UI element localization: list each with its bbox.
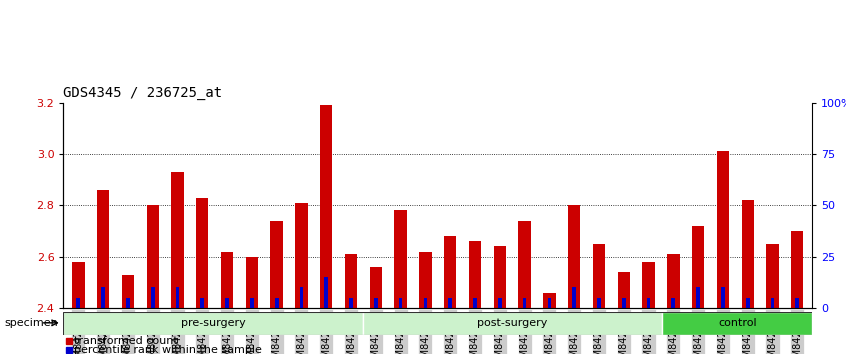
- Bar: [151, 287, 155, 308]
- Text: specimen: specimen: [4, 318, 58, 328]
- Bar: [646, 298, 651, 308]
- Bar: [146, 205, 159, 308]
- Bar: [225, 298, 229, 308]
- Bar: [568, 205, 580, 308]
- Bar: [741, 200, 754, 308]
- Bar: [766, 244, 778, 308]
- Bar: [299, 287, 304, 308]
- Bar: [593, 244, 605, 308]
- Text: control: control: [718, 318, 756, 328]
- Bar: [543, 293, 556, 308]
- Text: percentile rank within the sample: percentile rank within the sample: [74, 345, 262, 354]
- Bar: [448, 298, 452, 308]
- Bar: [717, 152, 729, 308]
- Bar: [245, 257, 258, 308]
- Bar: [76, 298, 80, 308]
- Bar: [65, 338, 72, 344]
- Bar: [771, 298, 774, 308]
- Bar: [394, 211, 407, 308]
- Text: post-surgery: post-surgery: [477, 318, 548, 328]
- Bar: [345, 254, 357, 308]
- Bar: [523, 298, 526, 308]
- Bar: [795, 298, 799, 308]
- Bar: [65, 347, 72, 353]
- Bar: [275, 298, 278, 308]
- Bar: [398, 298, 403, 308]
- Text: GDS4345 / 236725_at: GDS4345 / 236725_at: [63, 86, 222, 100]
- Bar: [320, 105, 332, 308]
- Bar: [171, 172, 184, 308]
- Bar: [363, 312, 662, 335]
- Bar: [424, 298, 427, 308]
- Bar: [473, 298, 477, 308]
- Bar: [324, 277, 328, 308]
- Bar: [63, 312, 363, 335]
- Bar: [420, 252, 431, 308]
- Bar: [597, 298, 601, 308]
- Bar: [196, 198, 208, 308]
- Bar: [72, 262, 85, 308]
- Bar: [667, 254, 679, 308]
- Bar: [519, 221, 530, 308]
- Bar: [444, 236, 456, 308]
- Bar: [692, 226, 705, 308]
- Bar: [370, 267, 382, 308]
- Bar: [493, 246, 506, 308]
- Bar: [572, 287, 576, 308]
- Bar: [271, 221, 283, 308]
- Bar: [721, 287, 725, 308]
- Bar: [622, 298, 625, 308]
- Bar: [374, 298, 377, 308]
- Text: pre-surgery: pre-surgery: [181, 318, 245, 328]
- Bar: [201, 298, 204, 308]
- Bar: [618, 272, 630, 308]
- Bar: [547, 298, 552, 308]
- Bar: [102, 287, 105, 308]
- Bar: [250, 298, 254, 308]
- Bar: [122, 275, 135, 308]
- Bar: [295, 203, 308, 308]
- Bar: [176, 287, 179, 308]
- Bar: [642, 262, 655, 308]
- Bar: [126, 298, 129, 308]
- Bar: [498, 298, 502, 308]
- Bar: [349, 298, 353, 308]
- Bar: [791, 231, 804, 308]
- Bar: [696, 287, 700, 308]
- Bar: [97, 190, 109, 308]
- Bar: [662, 312, 812, 335]
- Text: transformed count: transformed count: [74, 336, 178, 346]
- Bar: [672, 298, 675, 308]
- Bar: [746, 298, 750, 308]
- Bar: [469, 241, 481, 308]
- Bar: [221, 252, 233, 308]
